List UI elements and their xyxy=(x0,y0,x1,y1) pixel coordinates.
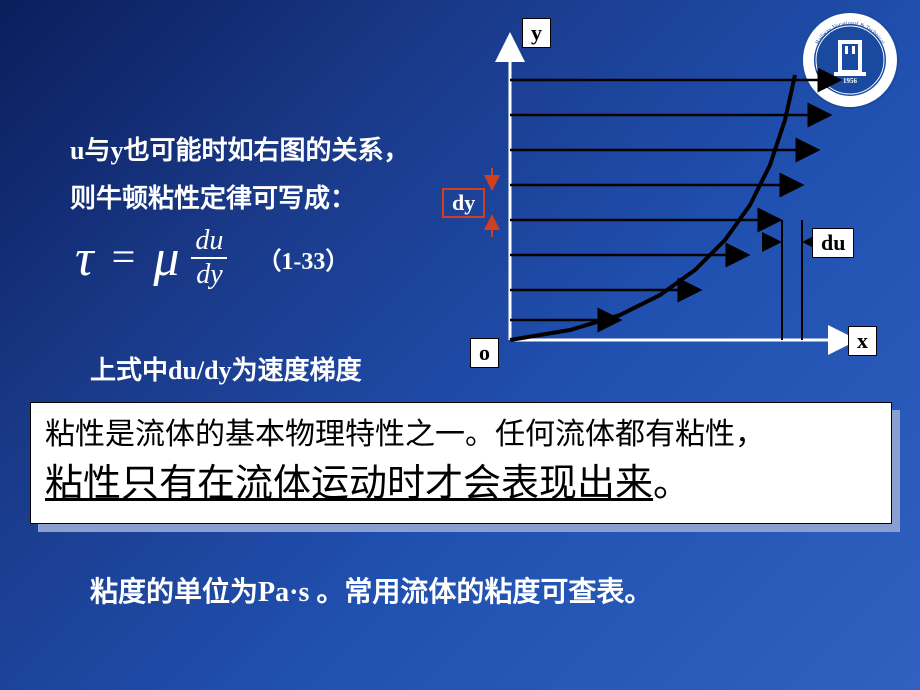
diagram-svg xyxy=(450,20,870,370)
symbol-tau: τ xyxy=(75,229,94,288)
du-label: du xyxy=(812,228,854,258)
symbol-mu: μ xyxy=(153,229,179,288)
fraction-du-dy: du dy xyxy=(191,225,227,291)
text-line-4: 粘度的单位为Pa·s 。常用流体的粘度可查表。 xyxy=(90,570,652,610)
viscosity-callout: 粘性是流体的基本物理特性之一。任何流体都有粘性， 粘性只有在流体运动时才会表现出… xyxy=(30,402,892,524)
newton-viscosity-equation: τ = μ du dy （1-33） xyxy=(75,225,349,291)
equation-number: （1-33） xyxy=(257,241,349,276)
text-line-3: 上式中du/dy为速度梯度 xyxy=(90,350,362,387)
callout-text: 粘性是流体的基本物理特性之一。任何流体都有粘性， 粘性只有在流体运动时才会表现出… xyxy=(31,403,891,522)
velocity-profile-diagram: y x o dy du xyxy=(450,20,870,370)
origin-label: o xyxy=(470,338,499,368)
symbol-equals: = xyxy=(112,234,136,282)
text-line-1: u与y也可能时如右图的关系， xyxy=(70,130,409,167)
dy-label: dy xyxy=(442,188,485,218)
text-line-2: 则牛顿粘性定律可写成： xyxy=(70,178,356,215)
slide: Railway Vocational & Technical 1956 包头铁道… xyxy=(0,0,920,690)
callout-underlined: 粘性只有在流体运动时才会表现出来 xyxy=(45,463,653,505)
y-axis-label: y xyxy=(522,18,551,48)
x-axis-label: x xyxy=(848,326,877,356)
